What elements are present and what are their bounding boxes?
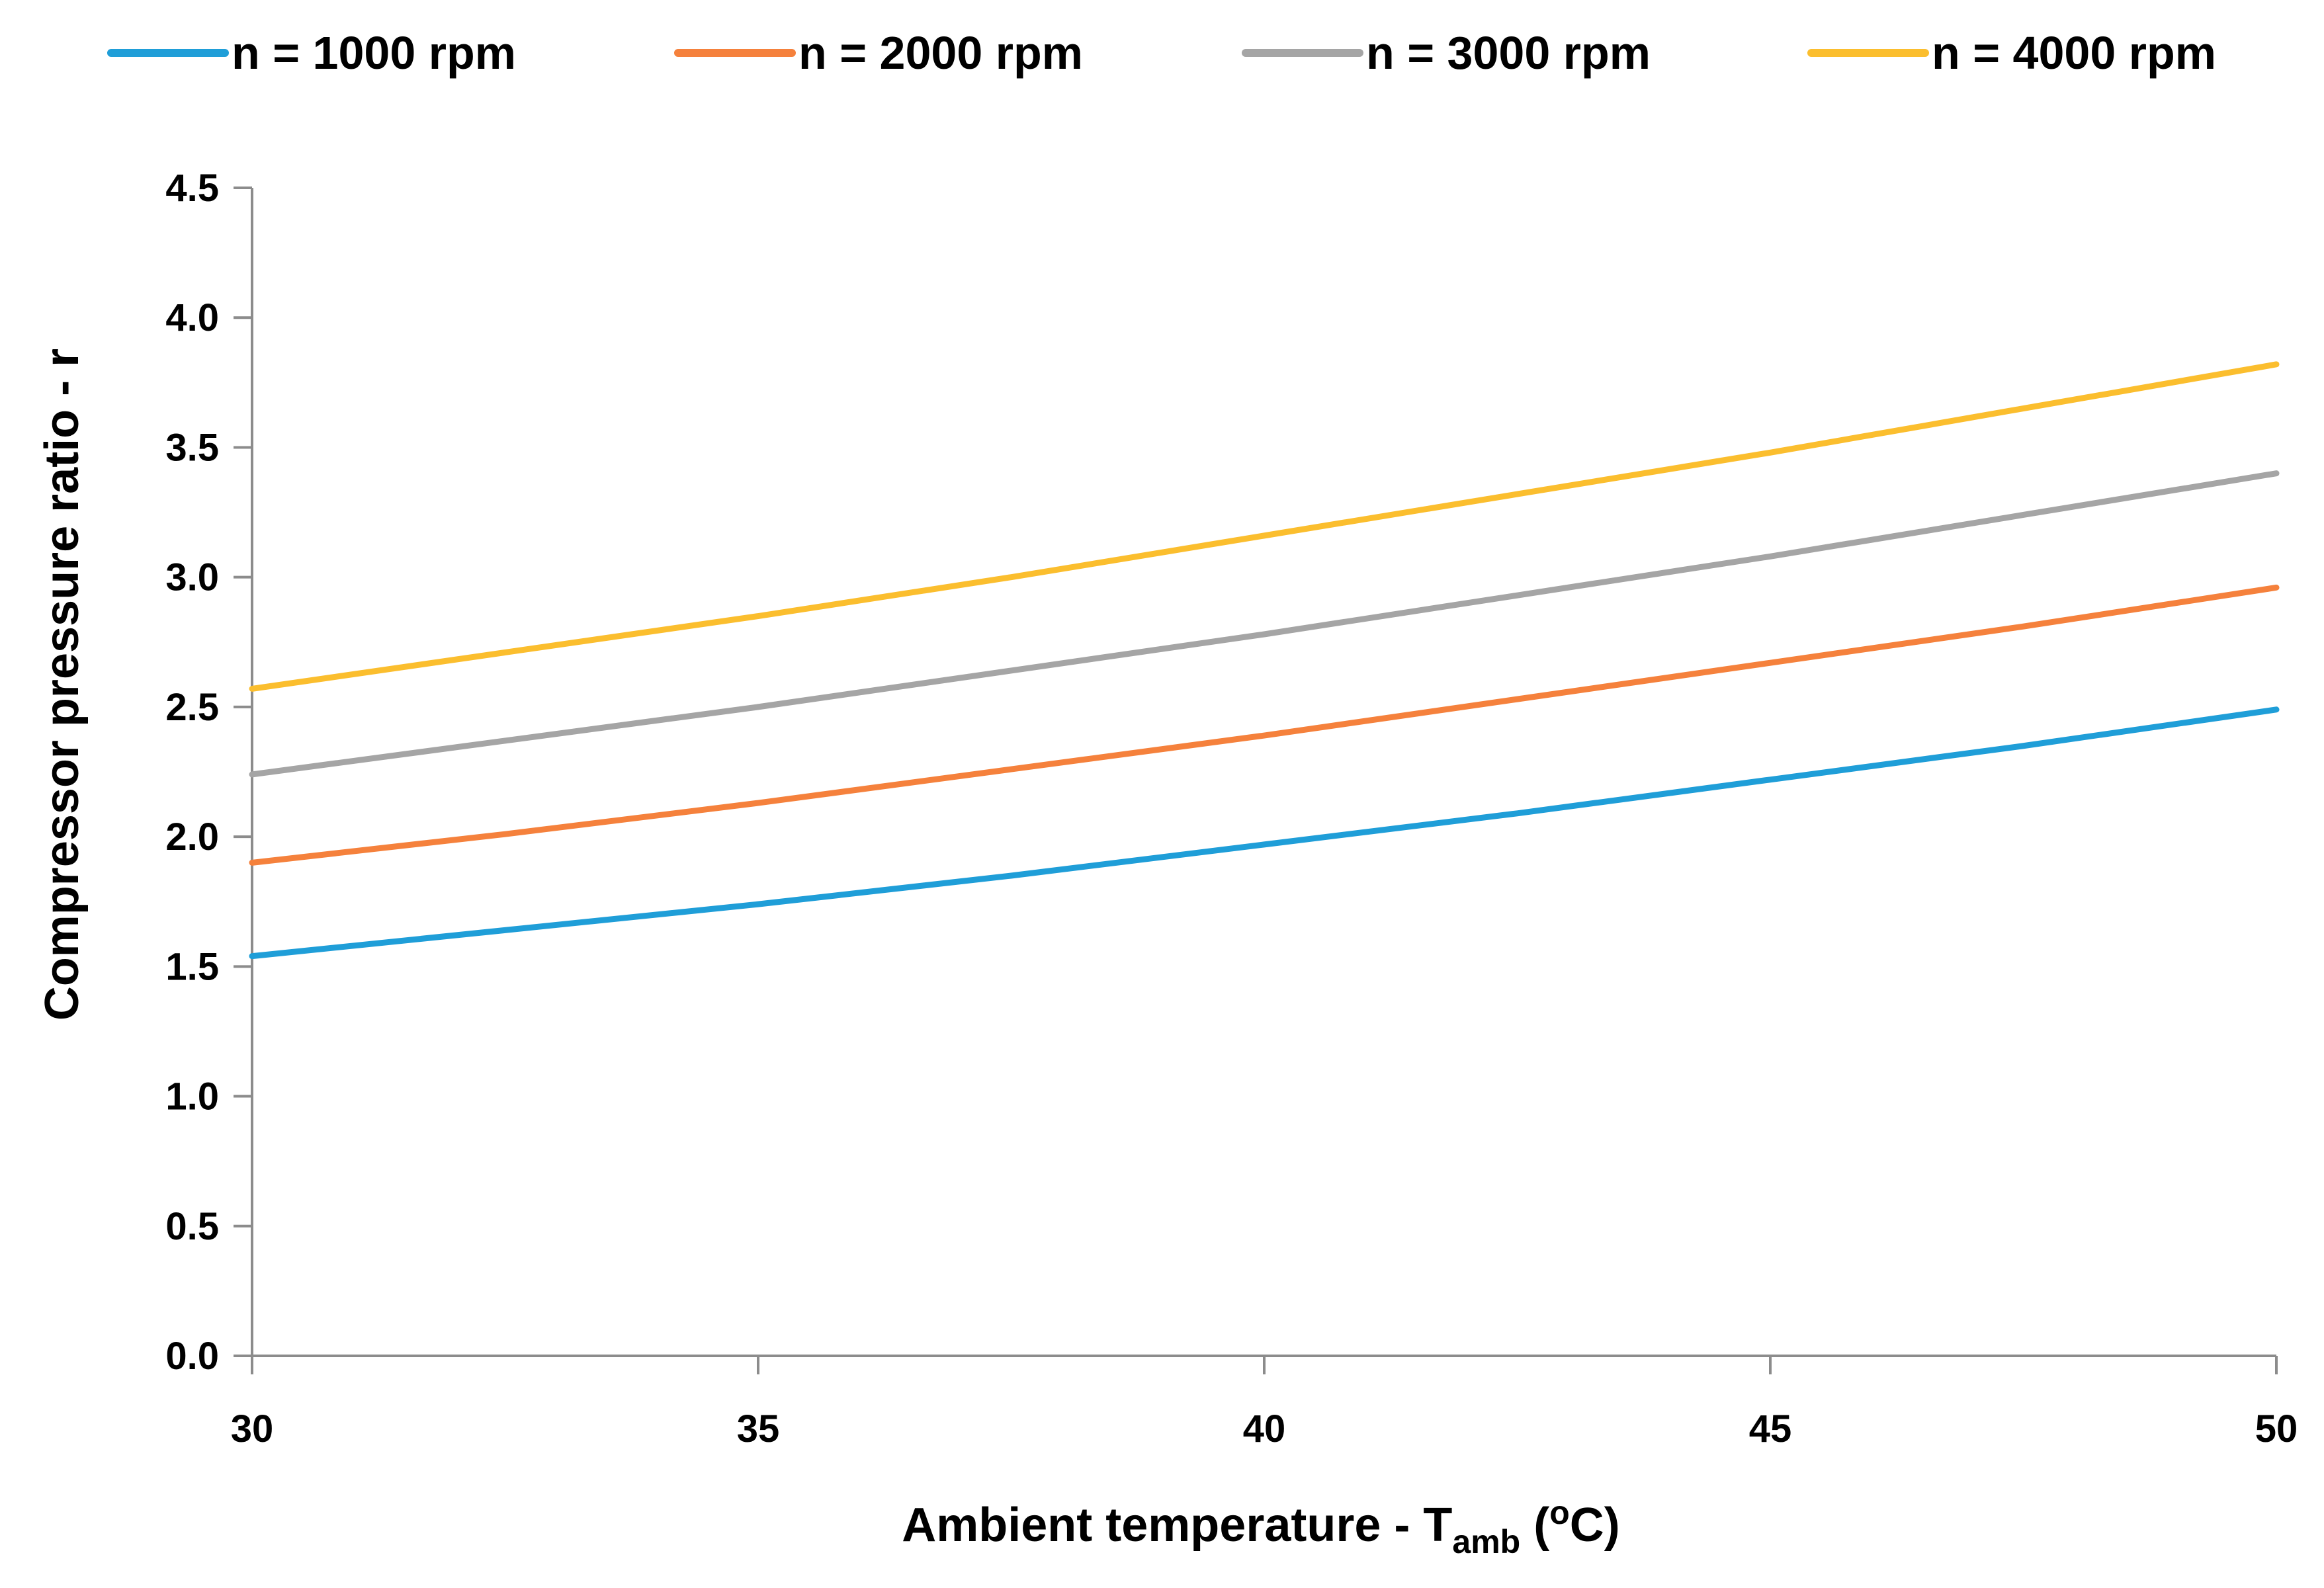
- x-tick-label: 35: [737, 1407, 780, 1450]
- x-axis-title-superscript: o: [1549, 1494, 1570, 1531]
- y-tick-label: 4.5: [165, 167, 219, 210]
- series-line-1: [249, 706, 2280, 960]
- y-tick-label: 1.5: [165, 945, 219, 988]
- x-tick-label: 30: [231, 1407, 274, 1450]
- y-tick-label: 0.5: [165, 1205, 219, 1248]
- legend-label: n = 4000 rpm: [1932, 27, 2216, 79]
- legend-label: n = 3000 rpm: [1366, 27, 1651, 79]
- y-tick-label: 1.0: [165, 1075, 219, 1118]
- legend-item-4: n = 4000 rpm: [1807, 27, 2216, 79]
- legend-item-2: n = 2000 rpm: [674, 27, 1083, 79]
- y-tick-label: 3.5: [165, 426, 219, 469]
- legend-label: n = 1000 rpm: [232, 27, 516, 79]
- y-axis-ticks: 0.0 0.5 1.0 1.5 2.0 2.5 3.0 3.5 4.0 4.5: [165, 167, 252, 1378]
- y-tick-label: 0.0: [165, 1335, 219, 1378]
- y-tick-label: 3.0: [165, 556, 219, 599]
- x-axis-title-main: Ambient temperature - T: [902, 1499, 1452, 1552]
- series-line-2: [249, 584, 2280, 866]
- y-axis-title: Compressor pressure ratio - r: [36, 349, 89, 1021]
- x-axis-title-subscript: amb: [1452, 1523, 1520, 1560]
- y-tick-label: 2.0: [165, 815, 219, 858]
- legend-label: n = 2000 rpm: [798, 27, 1083, 79]
- x-axis-title-unit: C): [1570, 1499, 1620, 1552]
- y-tick-label: 4.0: [165, 296, 219, 339]
- x-tick-label: 50: [2255, 1407, 2298, 1450]
- series-line-3: [249, 470, 2280, 778]
- legend: n = 1000 rpm n = 2000 rpm n = 3000 rpm n = …: [107, 27, 2216, 79]
- y-tick-label: 2.5: [165, 686, 219, 729]
- x-axis-title: Ambient temperature - Tamb (oC): [902, 1494, 1619, 1560]
- x-tick-label: 45: [1749, 1407, 1792, 1450]
- series-lines: [249, 361, 2280, 960]
- legend-item-3: n = 3000 rpm: [1242, 27, 1651, 79]
- x-axis-title-open: (: [1520, 1499, 1549, 1552]
- series-line-4: [249, 361, 2280, 692]
- x-tick-label: 40: [1243, 1407, 1286, 1450]
- legend-item-1: n = 1000 rpm: [107, 27, 516, 79]
- x-axis-ticks: 30 35 40 45 50: [231, 1356, 2298, 1450]
